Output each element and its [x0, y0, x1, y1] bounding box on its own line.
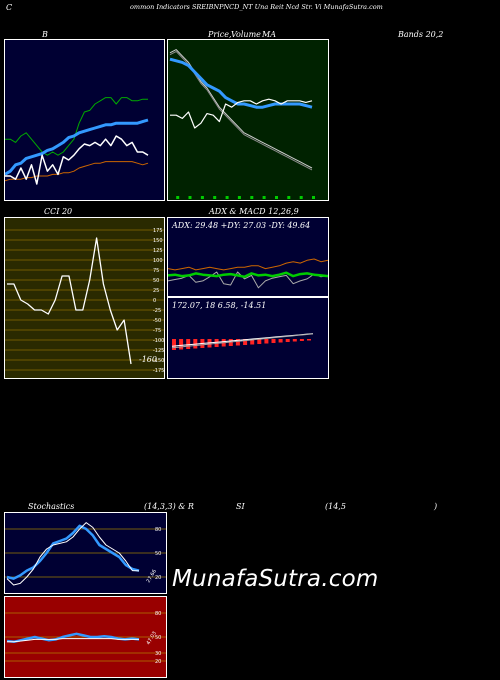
cci-tick-label: 50: [153, 278, 159, 284]
cci-tick-label: 150: [153, 238, 163, 244]
stoch-tick-label: 50: [155, 551, 161, 557]
macd-histogram-bar: [285, 339, 290, 342]
cci-title: CCI 20: [44, 207, 73, 216]
cci-tick-label: 25: [153, 288, 159, 294]
volume-bar: [176, 196, 180, 199]
cci-tick-label: -150: [153, 358, 164, 364]
macd-histogram-bar: [271, 339, 276, 343]
stoch-k-line: [6, 522, 140, 586]
stoch-d-line: [6, 524, 140, 580]
cci-tick-label: -125: [153, 348, 164, 354]
macd-histogram-bar: [257, 339, 262, 344]
adx-macd-title: ADX & MACD 12,26,9: [209, 207, 299, 216]
adx-line: [168, 271, 328, 279]
ma-label: MA: [262, 30, 276, 39]
stochastics-title: Stochastics: [28, 502, 75, 511]
rsi-tick-label: 50: [155, 635, 161, 641]
volume-bar: [287, 196, 291, 199]
cci-tick-label: -175: [153, 368, 164, 374]
cci-tick-label: -75: [153, 328, 161, 334]
macd-histogram-bar: [179, 339, 184, 350]
rsi-tick-label: 20: [155, 659, 161, 665]
macd-histogram-bar: [228, 339, 233, 346]
rsi-panel: 80 50 30 20 47.03: [4, 596, 167, 678]
volume-bar: [225, 196, 229, 199]
stoch-params: (14,3,3) & R: [144, 502, 194, 511]
adx-panel: ADX: 29.48 +DY: 27.03 -DY: 49.64: [167, 217, 329, 297]
bollinger-title: B: [42, 30, 48, 39]
cci-tick-label: 100: [153, 258, 163, 264]
price-ma-chart: [169, 49, 315, 199]
volume-bar: [275, 196, 278, 199]
macd-histogram-bar: [264, 339, 269, 344]
bands-label: Bands 20,2: [398, 30, 444, 39]
rsi-params: (14,5: [325, 502, 346, 511]
macd-values: 172.07, 18 6.58, -14.51: [172, 301, 267, 310]
cci-tick-label: -50: [153, 318, 161, 324]
volume-bar: [213, 196, 217, 199]
macd-histogram-bar: [243, 339, 248, 345]
volume-label: Volume: [231, 30, 261, 39]
price-close-line: [170, 98, 313, 129]
macd-histogram-bar: [278, 339, 283, 343]
rsi-si-label: SI: [236, 502, 245, 511]
cci-tick-label: -100: [153, 338, 164, 344]
macd-histogram-bar: [299, 339, 304, 341]
rsi-signal-line: [7, 638, 139, 643]
macd-histogram-bar: [250, 339, 255, 345]
bollinger-middle-band: [5, 118, 149, 176]
macd-histogram-bar: [292, 339, 297, 342]
cci-tick-label: 125: [153, 248, 163, 254]
macd-panel: 172.07, 18 6.58, -14.51: [167, 297, 329, 379]
header-c-letter: C: [6, 3, 13, 12]
cci-last-value: -160: [139, 355, 157, 364]
page-header: ommon Indicators SREIBNPNCD_NT Una Reit …: [130, 3, 383, 11]
volume-bar: [250, 196, 254, 199]
bollinger-price-line: [5, 135, 149, 185]
bollinger-upper-band: [5, 97, 148, 156]
stoch-tick-label: 20: [155, 575, 161, 581]
cci-chart: 175 150 125 100 75 50 25 0 -25 -50 -75 -100 -125 -150…: [5, 228, 164, 374]
bollinger-chart: [5, 97, 149, 185]
macd-histogram-bar: [186, 339, 191, 349]
volume-bar: [262, 196, 266, 199]
rsi-tick-label: 80: [155, 611, 161, 617]
volume-bar: [299, 196, 303, 199]
volume-bar: [200, 196, 204, 199]
rsi-close-paren: ): [434, 502, 438, 511]
bollinger-lower-band: [5, 161, 149, 182]
price-ma-short-line: [169, 57, 313, 109]
rsi-line: [6, 632, 140, 644]
cci-panel: 175 150 125 100 75 50 25 0 -25 -50 -75 -100 -125 -150…: [4, 217, 165, 379]
volume-bar: [237, 196, 241, 199]
adx-chart: [168, 258, 328, 289]
stochastics-panel: 80 50 20 27.66: [4, 512, 167, 594]
bollinger-panel: [4, 39, 165, 201]
macd-histogram-bar: [307, 339, 311, 341]
cci-tick-label: -25: [153, 308, 161, 314]
cci-tick-label: 75: [153, 268, 159, 274]
adx-values: ADX: 29.48 +DY: 27.03 -DY: 49.64: [172, 221, 311, 230]
macd-histogram-bar: [172, 339, 176, 350]
price-ma-panel: [167, 39, 329, 201]
rsi-tick-label: 30: [155, 651, 161, 657]
adx-plus-dy-line: [168, 271, 328, 289]
cci-line: [7, 237, 132, 365]
cci-tick-label: 0: [153, 298, 156, 304]
macd-chart: [171, 333, 314, 350]
macd-histogram-bar: [235, 339, 240, 346]
stoch-tick-label: 80: [155, 527, 161, 533]
adx-minus-dy-line: [168, 258, 328, 271]
volume-bar: [312, 196, 315, 199]
cci-tick-label: 175: [153, 228, 163, 234]
macd-line: [171, 333, 314, 349]
price-label: Price,: [208, 30, 232, 39]
watermark: MunafaSutra.com: [172, 566, 379, 592]
volume-bar: [188, 196, 192, 199]
